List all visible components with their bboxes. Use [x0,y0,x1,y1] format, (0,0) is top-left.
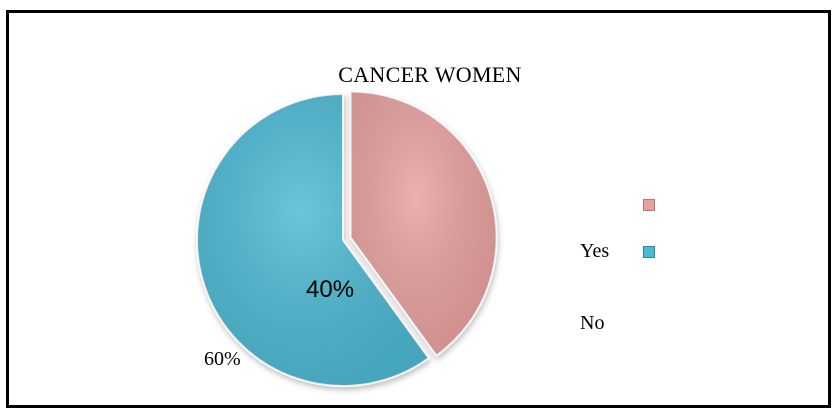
data-label-slice-2: 60% [204,348,241,370]
pie-slice-shading-2 [197,94,429,386]
legend-swatch-2 [643,246,655,258]
legend-label-no: No [580,312,605,334]
legend-label-yes: Yes [580,240,610,262]
chart-frame [6,10,831,408]
chart-title: CANCER WOMEN [338,62,522,87]
legend-swatch-1 [643,199,655,211]
pie-slice-shading-1 [350,91,497,356]
data-label-slice-1: 40% [306,276,355,303]
